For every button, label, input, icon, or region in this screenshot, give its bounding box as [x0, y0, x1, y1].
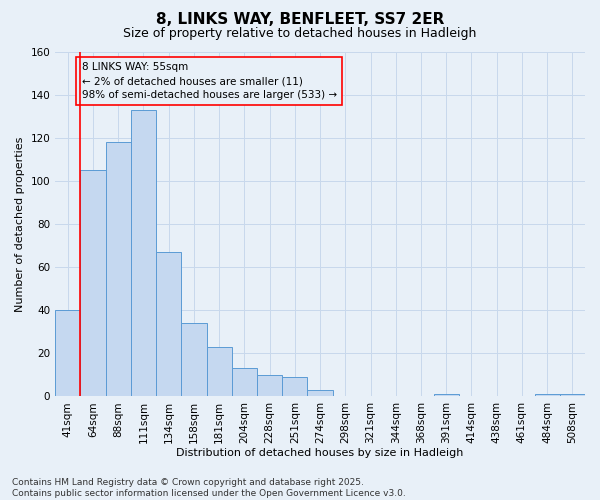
Bar	[560, 394, 585, 396]
Bar	[156, 252, 181, 396]
Bar	[80, 170, 106, 396]
Bar	[206, 347, 232, 397]
Bar	[131, 110, 156, 397]
Text: Size of property relative to detached houses in Hadleigh: Size of property relative to detached ho…	[124, 28, 476, 40]
Text: Contains HM Land Registry data © Crown copyright and database right 2025.
Contai: Contains HM Land Registry data © Crown c…	[12, 478, 406, 498]
Y-axis label: Number of detached properties: Number of detached properties	[15, 136, 25, 312]
Bar	[257, 375, 282, 396]
Bar	[106, 142, 131, 397]
Text: 8 LINKS WAY: 55sqm
← 2% of detached houses are smaller (11)
98% of semi-detached: 8 LINKS WAY: 55sqm ← 2% of detached hous…	[82, 62, 337, 100]
X-axis label: Distribution of detached houses by size in Hadleigh: Distribution of detached houses by size …	[176, 448, 464, 458]
Bar	[282, 377, 307, 396]
Bar	[535, 394, 560, 396]
Text: 8, LINKS WAY, BENFLEET, SS7 2ER: 8, LINKS WAY, BENFLEET, SS7 2ER	[156, 12, 444, 28]
Bar	[181, 323, 206, 396]
Bar	[434, 394, 459, 396]
Bar	[55, 310, 80, 396]
Bar	[232, 368, 257, 396]
Bar	[307, 390, 332, 396]
